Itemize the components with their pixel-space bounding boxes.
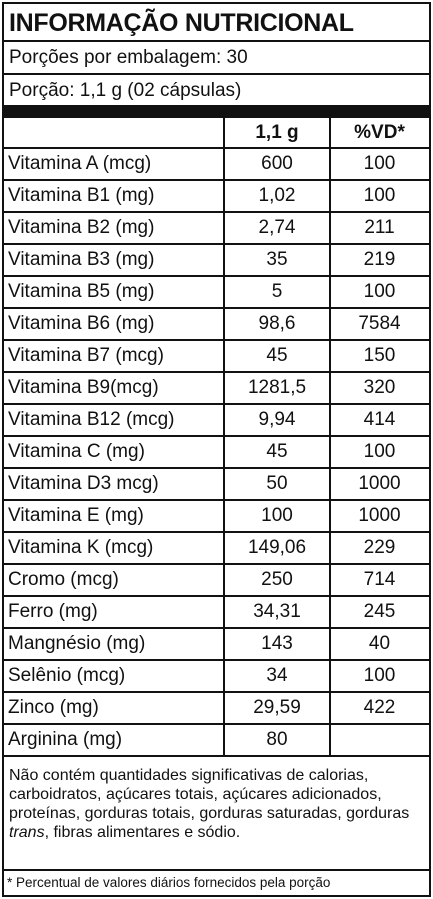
nutrient-name: Vitamina B5 (mg) [8, 281, 155, 302]
daily-value: 40 [368, 633, 391, 654]
daily-value: 100 [363, 153, 396, 174]
daily-value: 1000 [358, 505, 401, 526]
row-divider [4, 531, 429, 533]
nutrient-name: Vitamina B7 (mcg) [8, 345, 164, 366]
daily-value: 100 [363, 185, 396, 206]
row-divider [4, 595, 429, 597]
daily-value: 714 [363, 569, 396, 590]
row-divider [4, 499, 429, 501]
nutrient-name: Vitamina D3 mcg) [8, 473, 159, 494]
amount: 34 [266, 665, 288, 686]
nutrient-name: Mangnésio (mg) [8, 633, 146, 654]
row-divider [4, 435, 429, 437]
daily-value: 7584 [358, 313, 401, 334]
amount: 45 [266, 345, 288, 366]
nutrient-name: Vitamina B9(mcg) [8, 377, 159, 398]
daily-value: 100 [363, 281, 396, 302]
nutrient-name: Vitamina A (mcg) [8, 153, 152, 174]
nutrient-name: Vitamina C (mg) [8, 441, 145, 462]
row-divider [4, 723, 429, 725]
amount: 9,94 [258, 409, 296, 430]
column-header: %VD* [354, 122, 405, 143]
amount: 2,74 [258, 217, 296, 238]
column-divider [223, 118, 225, 756]
amount: 600 [261, 153, 293, 174]
row-divider [4, 307, 429, 309]
row-divider [4, 467, 429, 469]
note-text: , fibras alimentares e sódio. [44, 824, 241, 841]
row-divider [4, 691, 429, 693]
amount: 80 [266, 729, 288, 750]
amount: 1281,5 [247, 377, 307, 398]
daily-value: 229 [363, 537, 396, 558]
nutrient-name: Cromo (mcg) [8, 569, 119, 590]
daily-value: 211 [364, 217, 395, 238]
daily-value: 422 [363, 697, 396, 718]
footnote: * Percentual de valores diários fornecid… [7, 875, 331, 890]
nutrient-name: Zinco (mg) [8, 697, 99, 718]
serving-size: Porção: 1,1 g (02 cápsulas) [9, 80, 242, 101]
daily-value: 245 [363, 601, 396, 622]
divider [4, 73, 429, 75]
daily-value: 1000 [358, 473, 401, 494]
nutrient-name: Vitamina B1 (mg) [8, 185, 155, 206]
row-divider [4, 339, 429, 341]
amount: 45 [266, 441, 288, 462]
daily-value: 320 [363, 377, 396, 398]
amount: 149,06 [247, 537, 307, 558]
daily-value: 100 [363, 441, 396, 462]
row-divider [4, 627, 429, 629]
nutrient-name: Vitamina E (mg) [8, 505, 144, 526]
daily-value: 414 [363, 409, 396, 430]
nutrient-name: Ferro (mg) [8, 601, 98, 622]
servings-per-package: Porções por embalagem: 30 [9, 47, 248, 68]
divider [4, 40, 429, 42]
row-divider [4, 243, 429, 245]
nutrient-name: Vitamina K (mcg) [8, 537, 154, 558]
divider [4, 869, 429, 871]
nutrient-name: Arginina (mg) [8, 729, 123, 750]
nutrient-name: Vitamina B6 (mg) [8, 313, 155, 334]
row-divider [4, 659, 429, 661]
row-divider [4, 179, 429, 181]
nutrient-name: Selênio (mcg) [8, 665, 126, 686]
note-text: Não contém quantidades significativas de… [9, 767, 410, 822]
divider [4, 147, 429, 149]
amount: 100 [261, 505, 293, 526]
amount: 50 [266, 473, 288, 494]
note-text: trans [9, 824, 45, 841]
amount: 1,02 [258, 185, 296, 206]
daily-value: 150 [363, 345, 396, 366]
column-header: 1,1 g [255, 122, 299, 143]
title: INFORMAÇÃO NUTRICIONAL [9, 9, 354, 37]
amount: 29,59 [253, 697, 301, 718]
daily-value: 100 [363, 665, 396, 686]
amount: 98,6 [258, 313, 296, 334]
row-divider [4, 211, 429, 213]
row-divider [4, 755, 429, 757]
note: Não contém quantidades significativas de… [9, 766, 421, 842]
nutrient-name: Vitamina B2 (mg) [8, 217, 155, 238]
row-divider [4, 563, 429, 565]
amount: 143 [261, 633, 293, 654]
amount: 250 [261, 569, 293, 590]
amount: 34,31 [253, 601, 301, 622]
daily-value: 219 [363, 249, 396, 270]
row-divider [4, 403, 429, 405]
amount: 35 [266, 249, 288, 270]
nutrient-name: Vitamina B3 (mg) [8, 249, 155, 270]
amount: 5 [271, 281, 283, 302]
nutrient-name: Vitamina B12 (mcg) [8, 409, 175, 430]
thick-bar [4, 105, 429, 118]
row-divider [4, 275, 429, 277]
column-divider [329, 118, 331, 756]
row-divider [4, 371, 429, 373]
